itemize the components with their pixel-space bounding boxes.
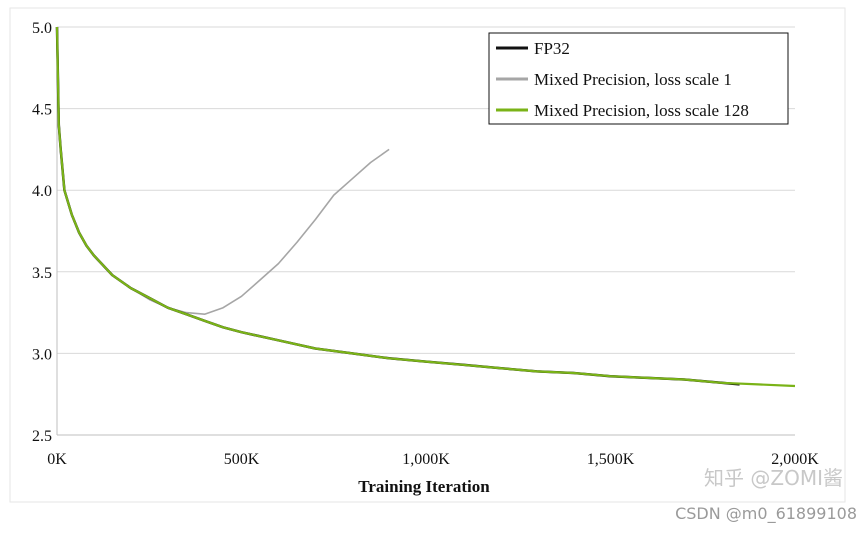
series-lines [55,26,796,388]
legend-box [488,32,789,125]
series-line [55,26,796,388]
axes [56,27,795,436]
y-tick-label: 3.0 [32,346,52,363]
x-tick-label: 500K [224,451,260,468]
legend-label: Mixed Precision, loss scale 1 [534,70,732,89]
watermark-zhihu: 知乎 @ZOMI酱 [704,466,843,490]
x-tick-label: 1,000K [402,451,450,468]
y-tick-label: 3.5 [32,265,52,282]
legend: FP32 Mixed Precision, loss scale 1 Mixed P… [488,32,789,125]
y-tick-label: 4.5 [32,102,52,119]
legend-label: Mixed Precision, loss scale 128 [534,101,749,120]
x-axis-label: Training Iteration [358,477,490,496]
x-tick-label: 2,000K [771,451,819,468]
x-tick-label: 1,500K [587,451,635,468]
y-tick-label: 4.0 [32,183,52,200]
legend-label: FP32 [534,39,570,58]
y-tick-label: 5.0 [32,20,52,37]
tick-labels: 2.5 3.0 3.5 4.0 4.5 5.0 0K 500K 1,000K 1,500K 2,00… [32,20,819,468]
y-tick-label: 2.5 [32,428,52,445]
watermark-csdn: CSDN @m0_61899108 [675,504,857,523]
x-tick-label: 0K [47,451,67,468]
